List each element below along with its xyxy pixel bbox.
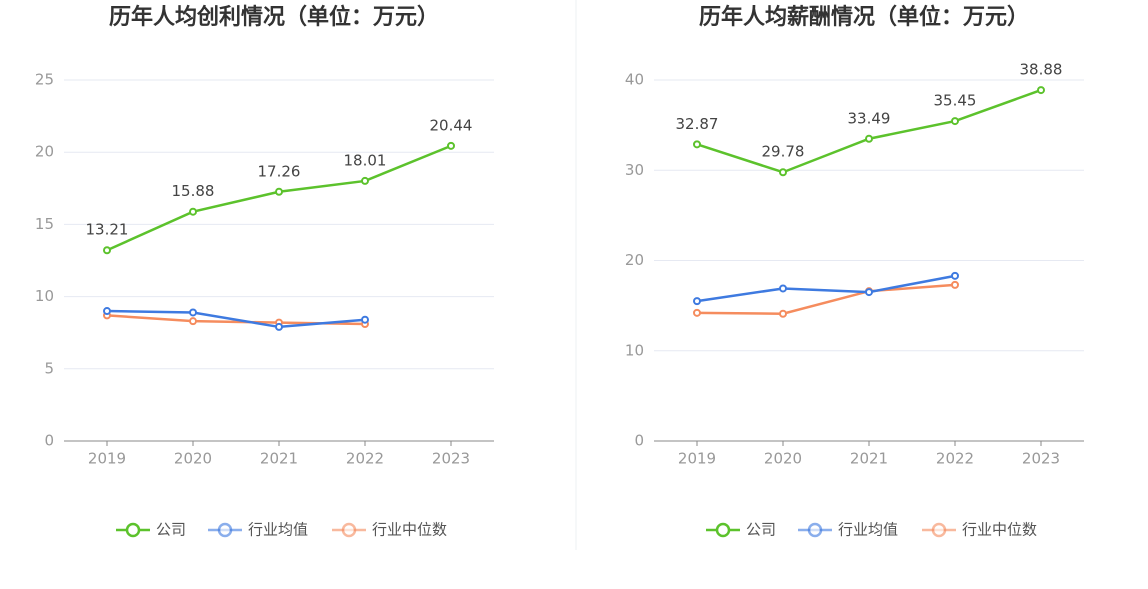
chart-title: 历年人均薪酬情况（单位：万元） bbox=[699, 4, 1029, 30]
x-tick-label: 2023 bbox=[1022, 450, 1060, 468]
legend-marker bbox=[341, 522, 357, 538]
legend-marker bbox=[931, 522, 947, 538]
point bbox=[275, 187, 283, 196]
point bbox=[779, 284, 787, 293]
point bbox=[865, 134, 873, 143]
point bbox=[189, 317, 197, 326]
x-tick-label: 2022 bbox=[936, 450, 974, 468]
point bbox=[103, 307, 111, 316]
point bbox=[951, 117, 959, 126]
y-tick-label: 30 bbox=[625, 161, 644, 179]
series-line bbox=[106, 309, 366, 329]
point bbox=[103, 246, 111, 255]
y-tick-label: 20 bbox=[625, 251, 644, 269]
point bbox=[189, 308, 197, 317]
point bbox=[189, 207, 197, 216]
series-line bbox=[696, 88, 1042, 174]
x-tick-label: 2020 bbox=[764, 450, 802, 468]
point bbox=[693, 140, 701, 149]
legend-label: 公司 bbox=[746, 521, 776, 539]
y-tick-label: 25 bbox=[35, 71, 54, 89]
y-tick-label: 0 bbox=[634, 432, 644, 450]
legend-marker bbox=[125, 522, 141, 538]
y-tick-label: 10 bbox=[625, 341, 644, 359]
data-label: 13.21 bbox=[86, 221, 129, 239]
legend-label: 行业均值 bbox=[838, 521, 898, 539]
legend-label: 行业中位数 bbox=[962, 521, 1037, 539]
chart-title: 历年人均创利情况（单位：万元） bbox=[109, 4, 439, 30]
point bbox=[951, 271, 959, 280]
point bbox=[1037, 86, 1045, 95]
data-label: 20.44 bbox=[430, 116, 473, 134]
x-tick-label: 2020 bbox=[174, 450, 212, 468]
point bbox=[865, 288, 873, 297]
y-tick-label: 20 bbox=[35, 143, 54, 161]
x-tick-label: 2019 bbox=[678, 450, 716, 468]
point bbox=[693, 308, 701, 317]
legend-label: 行业中位数 bbox=[372, 521, 447, 539]
x-tick-label: 2021 bbox=[260, 450, 298, 468]
legend-marker bbox=[715, 522, 731, 538]
point bbox=[447, 141, 455, 150]
x-tick-label: 2023 bbox=[432, 450, 470, 468]
x-tick-label: 2019 bbox=[88, 450, 126, 468]
data-label: 15.88 bbox=[172, 182, 215, 200]
data-label: 29.78 bbox=[762, 143, 805, 161]
data-label: 35.45 bbox=[934, 92, 977, 110]
legend-label: 行业均值 bbox=[248, 521, 308, 539]
data-label: 18.01 bbox=[344, 151, 387, 169]
data-label: 33.49 bbox=[848, 109, 891, 127]
x-tick-label: 2021 bbox=[850, 450, 888, 468]
x-tick-label: 2022 bbox=[346, 450, 384, 468]
point bbox=[951, 280, 959, 289]
point bbox=[361, 176, 369, 185]
y-tick-label: 10 bbox=[35, 287, 54, 305]
point bbox=[361, 315, 369, 324]
y-tick-label: 15 bbox=[35, 215, 54, 233]
legend-marker bbox=[217, 522, 233, 538]
data-label: 38.88 bbox=[1020, 61, 1063, 79]
y-tick-label: 40 bbox=[625, 71, 644, 89]
y-tick-label: 0 bbox=[44, 432, 54, 450]
point bbox=[779, 309, 787, 318]
point bbox=[275, 322, 283, 331]
legend-marker bbox=[807, 522, 823, 538]
point bbox=[779, 168, 787, 177]
legend-label: 公司 bbox=[156, 521, 186, 539]
series-line bbox=[696, 274, 956, 303]
y-tick-label: 5 bbox=[44, 359, 54, 377]
series-line bbox=[696, 283, 956, 315]
data-label: 17.26 bbox=[258, 162, 301, 180]
data-label: 32.87 bbox=[676, 115, 719, 133]
point bbox=[693, 297, 701, 306]
